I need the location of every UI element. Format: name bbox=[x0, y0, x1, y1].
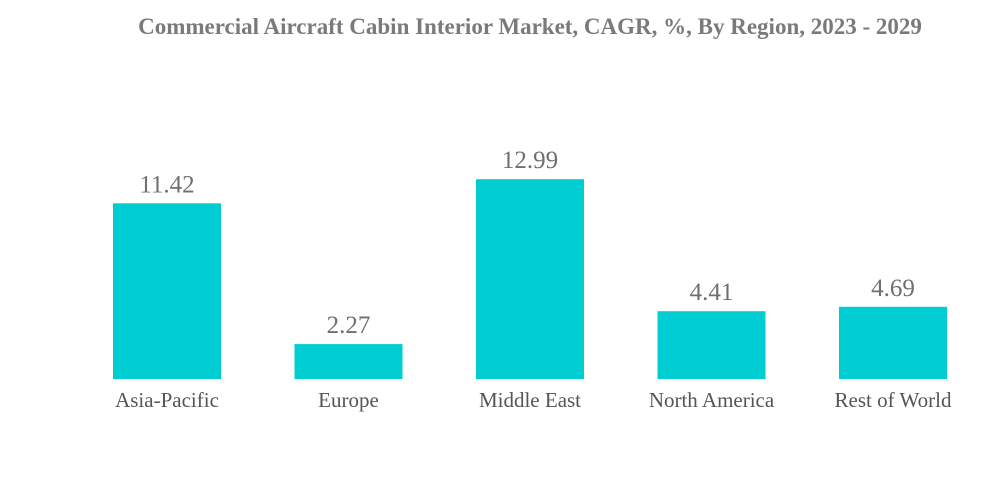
category-label-middle-east: Middle East bbox=[479, 388, 581, 412]
category-label-asia-pacific: Asia-Pacific bbox=[115, 388, 219, 412]
category-label-north-america: North America bbox=[649, 388, 775, 412]
value-label-middle-east: 12.99 bbox=[502, 147, 558, 174]
category-label-rest-of-world: Rest of World bbox=[835, 388, 952, 412]
bar-rest-of-world bbox=[839, 306, 947, 379]
value-label-north-america: 4.41 bbox=[690, 279, 734, 306]
bar-middle-east bbox=[476, 179, 584, 379]
value-labels-layer: 11.42 2.27 12.99 4.41 4.69 bbox=[139, 147, 915, 339]
bar-europe bbox=[294, 344, 403, 379]
bar-asia-pacific bbox=[113, 203, 221, 379]
value-label-asia-pacific: 11.42 bbox=[139, 171, 194, 198]
value-label-europe: 2.27 bbox=[327, 312, 371, 339]
value-label-rest-of-world: 4.69 bbox=[871, 275, 915, 302]
chart-title: Commercial Aircraft Cabin Interior Marke… bbox=[138, 14, 922, 39]
bar-north-america bbox=[657, 311, 766, 379]
category-labels-layer: Asia-Pacific Europe Middle East North Ameri… bbox=[115, 388, 952, 412]
bars-layer bbox=[113, 179, 947, 379]
category-label-europe: Europe bbox=[318, 388, 379, 412]
